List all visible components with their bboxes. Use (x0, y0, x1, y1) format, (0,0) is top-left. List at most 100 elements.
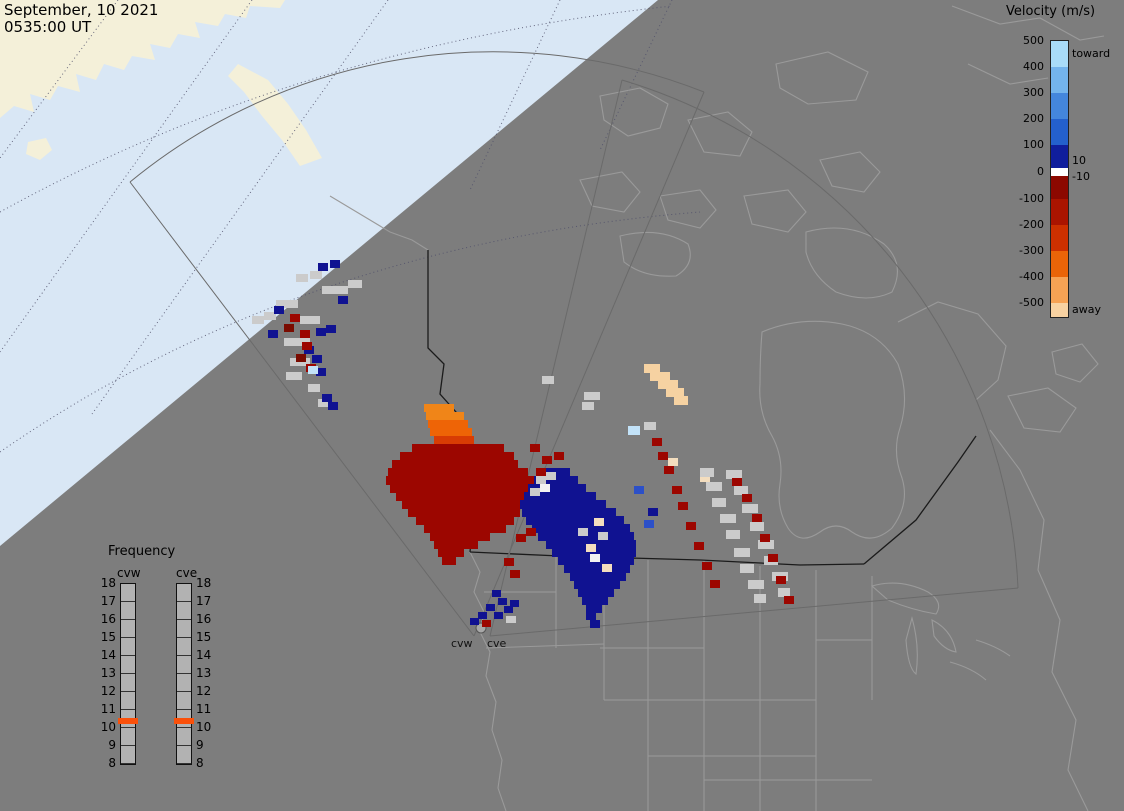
state-boundaries (484, 552, 873, 811)
velocity-data-cells (252, 260, 794, 628)
velocity-cell (726, 470, 742, 479)
velocity-cell (494, 612, 503, 619)
velocity-cell (546, 472, 556, 480)
velocity-cell (300, 316, 320, 324)
frequency-bar-cell (121, 674, 135, 692)
velocity-cell (634, 486, 644, 494)
velocity-cell (302, 342, 312, 350)
velocity-cell (784, 596, 794, 604)
velocity-cell (296, 354, 306, 362)
velocity-cell (498, 598, 507, 605)
frequency-bar-cell (177, 620, 191, 638)
velocity-cell (648, 508, 658, 516)
frequency-tick-label: 14 (196, 648, 212, 662)
velocity-cell (252, 316, 264, 324)
velocity-cell (758, 540, 774, 549)
velocity-cell (316, 368, 326, 376)
frequency-bar-cell (177, 692, 191, 710)
velocity-tick-label: 300 (1023, 86, 1044, 99)
velocity-cell (578, 528, 588, 536)
velocity-cell (390, 484, 532, 493)
frequency-bar-cve (174, 583, 194, 765)
velocity-cell (752, 514, 762, 522)
frequency-tick-label: 18 (196, 576, 212, 590)
velocity-cell (742, 504, 758, 513)
frequency-tick-label: 12 (100, 684, 116, 698)
velocity-cell (388, 468, 528, 477)
frequency-tick-label: 8 (196, 756, 204, 770)
frequency-bar-cell (177, 674, 191, 692)
velocity-colorbar-segment (1051, 251, 1068, 277)
frequency-bar-cell (177, 656, 191, 674)
velocity-tick-label: -500 (1019, 296, 1044, 309)
velocity-cell (504, 606, 513, 613)
velocity-colorbar-segment (1051, 303, 1068, 317)
frequency-bar-cell (121, 656, 135, 674)
velocity-cell (492, 590, 501, 597)
coastlines (329, 5, 1105, 811)
velocity-cell (544, 468, 570, 477)
velocity-cell (520, 500, 606, 509)
radar-site-label-cvw: cvw (451, 637, 473, 650)
frequency-tick-label: 9 (196, 738, 204, 752)
velocity-cell (558, 476, 568, 484)
velocity-cell (538, 532, 634, 541)
frequency-tick-label: 12 (196, 684, 212, 698)
velocity-cell (424, 524, 506, 533)
velocity-cell (664, 466, 674, 474)
frequency-bar-cell (121, 620, 135, 638)
velocity-cell (470, 618, 479, 625)
velocity-colorbar-segment (1051, 225, 1068, 251)
velocity-cell (768, 554, 778, 562)
frequency-legend-title: Frequency (108, 544, 176, 559)
radar-fan-boundaries (129, 51, 1019, 637)
velocity-cell (442, 556, 456, 565)
velocity-cell (742, 494, 752, 502)
velocity-cell (526, 516, 624, 525)
velocity-cell (424, 404, 454, 412)
date-text: September, 10 2021 (4, 1, 159, 19)
velocity-ticks-left: 500 400 300 200 100 0 -100 -200 -300 -400 -500 (1004, 34, 1046, 320)
velocity-cell (694, 542, 704, 550)
graticule (0, 0, 701, 453)
velocity-colorbar-segment (1051, 41, 1068, 67)
velocity-cell (482, 620, 491, 627)
velocity-cell (506, 616, 516, 623)
frequency-bar-cvw (118, 583, 138, 765)
velocity-cell (408, 508, 520, 517)
velocity-cell (644, 520, 654, 528)
velocity-cell (536, 476, 546, 484)
velocity-cell (416, 516, 514, 525)
velocity-cell (430, 428, 472, 436)
velocity-cell (510, 570, 520, 578)
frequency-bar-cell (177, 638, 191, 656)
frequency-marker (174, 717, 194, 724)
velocity-cell (322, 286, 348, 294)
velocity-legend: Velocity (m/s) 500 400 300 200 100 0 -100 -200 -… (1004, 4, 1124, 344)
velocity-cell (290, 314, 300, 322)
velocity-cell (402, 500, 524, 509)
velocity-colorbar (1050, 40, 1069, 318)
velocity-cell (700, 474, 710, 482)
velocity-cell (666, 388, 684, 397)
velocity-cell (542, 456, 552, 464)
frequency-marker (118, 717, 138, 724)
velocity-cell (726, 530, 740, 539)
velocity-cell (318, 399, 328, 407)
velocity-cell (710, 580, 720, 588)
velocity-cell (720, 514, 736, 523)
velocity-tick-label: 100 (1023, 138, 1044, 151)
velocity-cell (396, 492, 528, 501)
frequency-tick-label: 15 (196, 630, 212, 644)
velocity-cell (586, 604, 602, 613)
velocity-cell (586, 544, 596, 552)
frequency-tick-label: 9 (108, 738, 116, 752)
velocity-cell (284, 324, 294, 332)
velocity-cell (590, 554, 600, 562)
time-text: 0535:00 UT (4, 18, 92, 37)
velocity-cell (428, 420, 468, 428)
velocity-cell (564, 564, 630, 573)
day-landmass (0, 0, 285, 118)
velocity-cell (776, 576, 786, 584)
velocity-cell (750, 522, 764, 531)
